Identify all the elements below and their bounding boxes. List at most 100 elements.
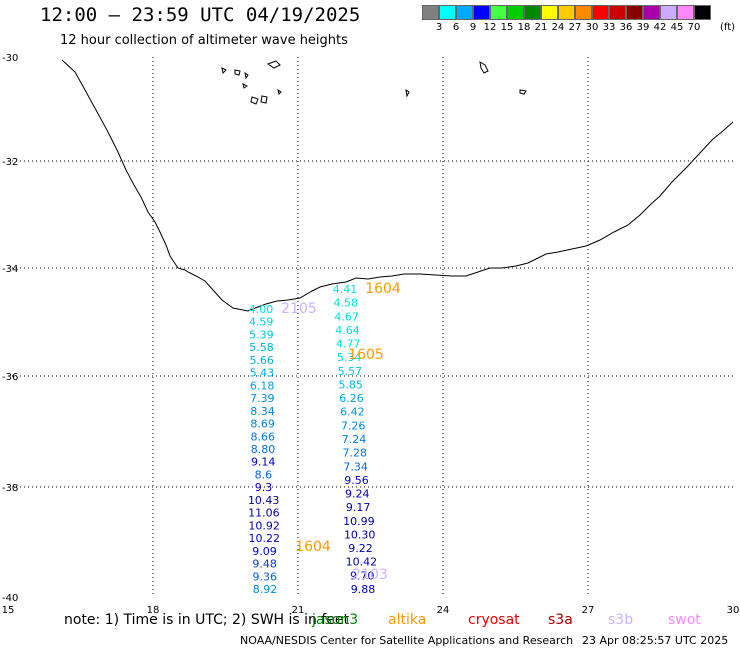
legend-label: 15 [500,22,514,33]
satellite-cryosat: cryosat [468,612,520,628]
lat-tick-label: -38 [2,483,18,494]
swh-value: 8.34 [250,405,275,418]
pass-time-label: 1604 [365,281,401,297]
swh-value: 5.58 [249,341,274,354]
swh-value: 6.26 [339,392,364,405]
satellite-jason3: jason3 [312,612,359,628]
pass-time-label: 2105 [281,301,317,317]
legend-label: 24 [551,22,565,33]
swh-value: 5.34 [337,351,362,364]
legend-swatches [422,5,711,20]
pass-time-label: 1605 [348,347,384,363]
swh-value: 6.42 [340,406,365,419]
legend-swatch [694,5,711,20]
swh-value: 11.06 [248,507,280,520]
legend-swatch [473,5,490,20]
legend-label: 21 [534,22,548,33]
satellite-s3b: s3b [608,612,634,628]
swh-value: 4.67 [334,310,359,323]
lon-tick-label: 27 [582,605,595,616]
swh-value: 9.09 [252,545,277,558]
swh-value: 7.26 [341,419,366,432]
map-subtitle: 12 hour collection of altimeter wave hei… [60,33,348,48]
track-west: 4.004.595.395.585.665.436.187.398.348.69… [248,303,280,596]
lat-tick-label: -36 [2,372,18,383]
swh-value: 7.34 [343,460,368,473]
legend-label: 39 [636,22,650,33]
legend-unit: (ft) [720,22,736,33]
swh-value: 9.22 [348,542,373,555]
legend-swatch [660,5,677,20]
swh-value: 6.18 [250,379,275,392]
swh-value: 10.92 [248,519,280,532]
island-group [221,60,527,105]
swh-value: 4.00 [249,303,274,316]
swh-value: 9.14 [251,456,276,469]
swh-value: 9.48 [252,558,277,571]
swh-value: 8.66 [251,430,276,443]
swh-value: 9.36 [253,570,278,583]
swh-value: 9.88 [351,583,376,596]
pass-time-label: 1604 [295,539,331,555]
satellite-swot: swot [668,612,701,628]
map-title: 12:00 – 23:59 UTC 04/19/2025 [40,4,361,26]
swh-value: 4.58 [334,297,359,310]
credit-line: NOAA/NESDIS Center for Satellite Applica… [240,634,574,647]
swh-value: 9.24 [345,488,370,501]
swh-value: 8.6 [255,469,273,482]
legend-label: 30 [585,22,599,33]
lon-tick-label: 30 [727,605,740,616]
swh-value: 4.59 [249,316,274,329]
lon-tick-label: 15 [2,605,15,616]
swh-value: 7.28 [343,447,368,460]
generated-timestamp: 23 Apr 08:25:57 UTC 2025 [582,634,729,647]
lon-tick-label: 24 [437,605,450,616]
swh-value: 4.41 [333,283,358,296]
legend-label: 70 [687,22,701,33]
swh-value: 10.99 [343,515,375,528]
satellite-altika: altika [388,612,427,628]
swh-value: 8.92 [253,583,278,596]
swh-value: 10.30 [344,529,376,542]
legend-swatch [592,5,609,20]
swh-value: 7.24 [342,433,367,446]
swh-value: 8.69 [250,418,275,431]
legend-label: 9 [469,22,477,33]
legend-swatch [456,5,473,20]
pass-times: 1604 2105 1605 1604 2103 [281,281,401,583]
swh-value: 5.85 [338,379,363,392]
legend-labels: (ft) 3 6 9 12 15 18 21 24 27 30 33 36 39 42 45 70 [422,20,735,34]
legend-swatch [575,5,592,20]
legend-swatch [439,5,456,20]
legend-swatch [541,5,558,20]
swh-value: 10.22 [249,532,281,545]
track-east: 4.414.584.674.644.775.345.575.856.266.42… [333,283,377,596]
legend-swatch [643,5,660,20]
legend-label: 36 [619,22,633,33]
footer-note: note: 1) Time is in UTC; 2) SWH is in fe… [64,612,350,628]
lon-tick-label: 21 [292,605,305,616]
legend-label: 42 [653,22,667,33]
swh-value: 10.42 [346,556,378,569]
lat-tick-label: -40 [2,593,18,604]
legend-swatch [422,5,439,20]
coastline [61,59,734,312]
swh-value: 5.43 [250,367,275,380]
legend-label: 12 [483,22,497,33]
pass-time-label: 2103 [352,567,388,583]
legend-swatch [524,5,541,20]
swh-value: 5.39 [249,329,274,342]
legend-label: 27 [568,22,582,33]
color-legend: (ft) 3 6 9 12 15 18 21 24 27 30 33 36 39 42 45 70 [422,5,735,34]
swh-value: 9.56 [344,474,369,487]
swh-value: 10.43 [248,494,280,507]
swh-value: 9.3 [255,481,273,494]
legend-swatch [490,5,507,20]
lon-tick-label: 18 [147,605,160,616]
legend-label: 45 [670,22,684,33]
legend-label: 6 [452,22,460,33]
satellite-s3a: s3a [548,612,573,628]
swh-value: 5.57 [338,365,363,378]
lat-tick-label: -32 [2,157,18,168]
